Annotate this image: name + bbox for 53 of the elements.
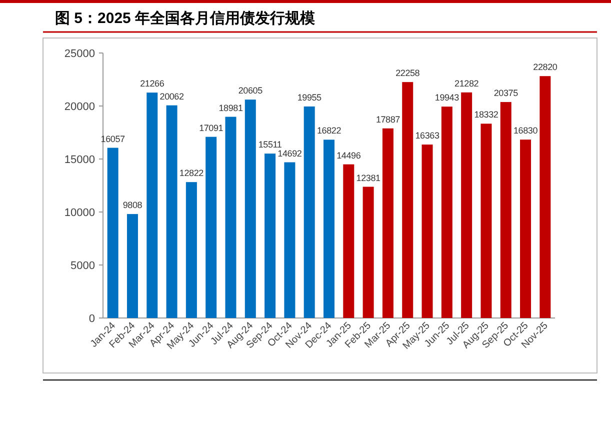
bar [126,214,138,318]
data-label: 18332 [474,110,498,120]
y-tick-label: 20000 [64,101,95,113]
data-label: 15511 [258,140,282,150]
bar [166,105,178,318]
y-tick-label: 5000 [70,260,95,272]
data-label: 14692 [278,148,302,158]
data-label: 17091 [199,122,224,133]
data-label: 19955 [297,92,322,102]
bar [206,136,217,318]
bar [540,76,551,318]
bar [362,186,374,318]
bar [107,148,118,318]
bar [304,106,315,318]
data-label: 21282 [454,78,479,88]
bar [480,124,492,318]
data-label: 20605 [238,86,263,96]
data-label: 14496 [336,150,361,160]
data-label: 16363 [415,130,440,141]
data-label: 12822 [179,168,204,178]
y-tick-label: 25000 [64,48,95,60]
data-label: 17887 [376,114,400,124]
bar [186,182,197,318]
bar [382,128,394,318]
bar [225,116,236,318]
data-label: 22258 [396,68,420,78]
y-tick-label: 0 [88,313,95,325]
data-label: 9808 [122,200,142,210]
data-label: 22820 [533,62,558,72]
data-label: 18981 [218,102,243,113]
bar [284,162,296,318]
bar [264,154,276,318]
data-label: 16822 [316,126,342,136]
y-tick-label: 10000 [64,207,95,219]
bar [402,82,414,318]
chart-title: 图 5：2025 年全国各月信用债发行规模 [55,10,316,27]
bar [520,140,532,318]
data-label: 16057 [100,134,126,144]
bar [500,102,512,318]
bar [244,100,256,318]
bar [461,92,472,318]
data-label: 20375 [494,88,518,98]
y-tick-label: 15000 [64,154,95,166]
data-label: 16830 [514,126,538,136]
bar [343,164,354,318]
bar [422,144,433,318]
data-label: 12381 [356,172,381,183]
data-label: 19943 [434,92,460,103]
bar [441,106,452,318]
bar [146,92,158,318]
data-label: 20062 [160,91,184,102]
bar [324,140,334,318]
data-label: 21266 [140,78,164,89]
